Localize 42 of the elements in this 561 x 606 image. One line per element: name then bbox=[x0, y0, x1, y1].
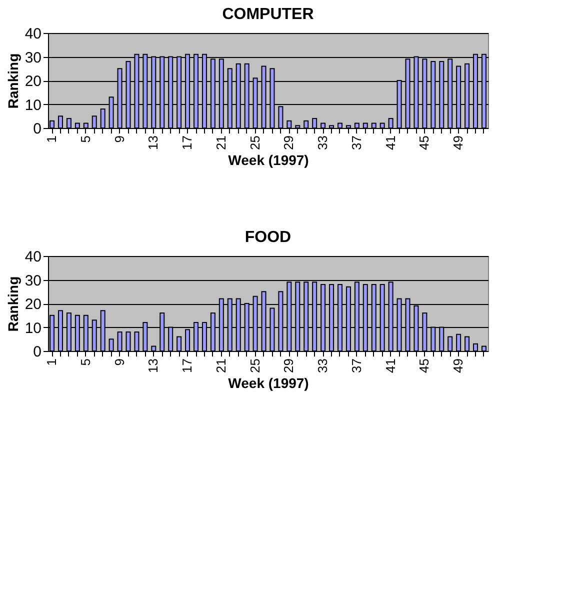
x-tick-label: 5 bbox=[78, 136, 93, 143]
x-tick-label: 41 bbox=[382, 358, 398, 373]
y-tick-label: 20 bbox=[24, 296, 42, 313]
y-tick-label: 20 bbox=[24, 73, 42, 90]
y-tick-label: 40 bbox=[24, 26, 42, 42]
y-tick-label: 0 bbox=[33, 344, 42, 360]
x-tick-label: 33 bbox=[315, 136, 330, 150]
x-tick-label: 9 bbox=[112, 358, 127, 366]
x-axis-title: Week (1997) bbox=[228, 152, 309, 168]
x-tick-label: 21 bbox=[213, 136, 228, 150]
x-tick-label: 13 bbox=[146, 358, 161, 373]
y-tick-label: 0 bbox=[33, 120, 42, 138]
y-axis-title: Ranking bbox=[4, 53, 21, 109]
y-axis-title: Ranking bbox=[4, 276, 21, 332]
chart-title: COMPUTER bbox=[222, 6, 314, 23]
x-tick-label: 37 bbox=[348, 136, 364, 150]
x-tick-label: 21 bbox=[213, 358, 228, 373]
x-tick-label: 49 bbox=[450, 136, 466, 150]
x-tick-label: 13 bbox=[146, 136, 161, 150]
y-tick-label: 40 bbox=[24, 248, 42, 266]
x-tick-label: 29 bbox=[281, 358, 296, 373]
x-tick-label: 17 bbox=[180, 358, 195, 373]
x-tick-label: 5 bbox=[78, 358, 93, 366]
x-axis-title: Week (1997) bbox=[228, 374, 309, 391]
x-tick-label: 45 bbox=[416, 136, 432, 150]
x-tick-label: 49 bbox=[450, 358, 466, 373]
x-tick-label: 45 bbox=[416, 358, 432, 373]
x-tick-label: 25 bbox=[247, 358, 262, 373]
x-tick-label: 41 bbox=[382, 136, 398, 150]
x-tick-label: 33 bbox=[315, 358, 330, 373]
x-tick-label: 17 bbox=[180, 136, 195, 150]
y-tick-label: 30 bbox=[24, 49, 42, 66]
x-tick-label: 37 bbox=[348, 358, 364, 373]
y-tick-label: 10 bbox=[24, 96, 42, 114]
x-tick-label: 9 bbox=[112, 136, 127, 143]
x-tick-label: 29 bbox=[281, 136, 296, 150]
x-tick-label: 25 bbox=[247, 136, 262, 150]
y-tick-label: 30 bbox=[24, 272, 42, 290]
x-tick-label: 1 bbox=[44, 136, 60, 143]
y-tick-label: 10 bbox=[24, 320, 42, 337]
x-tick-label: 1 bbox=[44, 358, 60, 366]
chart-title: FOOD bbox=[244, 229, 292, 246]
